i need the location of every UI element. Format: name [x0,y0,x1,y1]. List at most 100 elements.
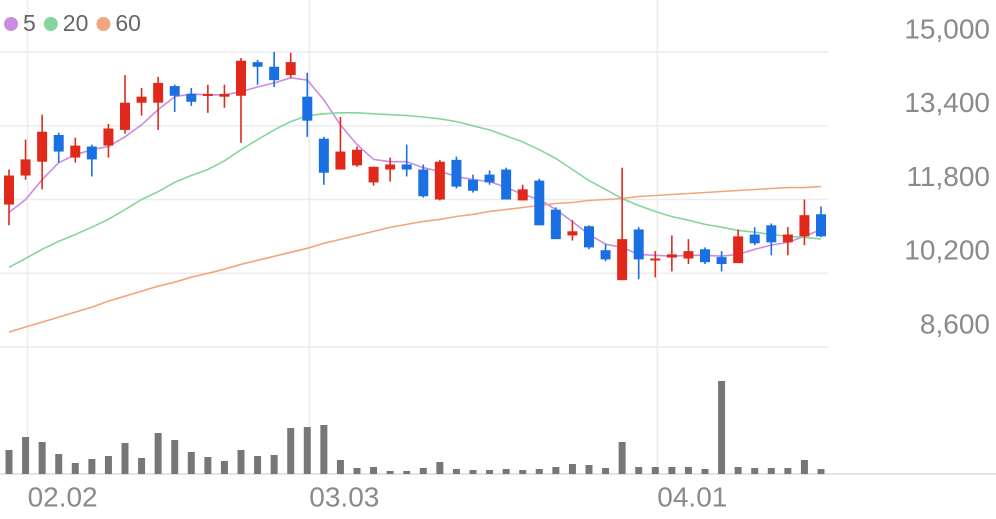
y-tick-label: 10,200 [904,235,990,266]
volume-bar [602,468,610,474]
candle-body [103,128,114,146]
x-tick-label: 02.02 [28,481,98,512]
volume-bar [55,454,63,474]
candle-body [617,239,628,281]
volume-bar [684,467,692,474]
volume-bar [204,457,212,474]
candle-body [666,254,677,258]
candle-body [86,146,97,160]
y-tick-label: 11,800 [906,161,990,192]
volume-bar [154,433,162,474]
volume-bar [287,428,295,474]
x-tick-label: 03.03 [309,481,379,512]
candle-body [749,234,760,244]
legend-marker [4,17,18,31]
candle-body [550,209,561,240]
volume-bar [270,455,278,474]
volume-bar [718,381,726,474]
volume-bar [767,468,775,474]
candle-body [766,225,777,243]
legend-marker [96,17,111,31]
volume-bar [386,471,394,474]
volume-bar [104,456,112,474]
candle-body [584,226,594,248]
volume-bar [22,437,30,474]
volume-bar [5,450,13,474]
volume-bar [88,459,96,474]
candle-body [352,149,362,166]
legend-label: 5 [23,10,36,36]
volume-bar [519,470,527,474]
candle-body [401,164,412,170]
volume-bar [486,470,494,474]
volume-bar [585,465,593,474]
candle-body [236,60,246,96]
candle-body [468,179,478,191]
candle-body [484,174,495,183]
candle-body [53,134,64,152]
volume-bar [336,460,344,474]
candle-body [683,251,694,259]
volume-bar [38,442,46,474]
x-tick-label: 04.01 [657,481,727,512]
candle-body [567,231,578,236]
candle-body [534,180,545,226]
candle-body [782,234,793,243]
candle-body [650,258,661,261]
volume-bar [237,450,245,474]
candle-body [269,66,280,81]
volume-bar [320,425,328,474]
volume-bar [171,440,179,474]
volume-bar [734,467,742,474]
volume-bar [817,469,825,474]
candle-body [600,250,611,260]
candle-body [733,236,744,264]
volume-bar [568,464,576,474]
candle-body [418,169,429,197]
volume-bar [138,458,146,474]
y-tick-label: 8,600 [920,308,990,339]
volume-bar [220,461,228,474]
candle-body [153,82,164,103]
ma-line [8,112,822,269]
volume-bar [751,468,759,474]
volume-bar [784,468,792,474]
y-tick-label: 15,000 [904,13,990,44]
candle-body [700,249,710,263]
candle-body [252,62,263,67]
volume-bar [800,460,808,474]
volume-bar [121,443,129,474]
candle-body [335,151,346,170]
candle-body [4,175,14,205]
candle-body [318,138,329,173]
volume-bar [403,471,411,474]
volume-bar [419,468,427,474]
candle-body [285,62,296,76]
candle-body [451,159,462,187]
volume-bar [452,469,460,474]
ma-line [8,76,822,258]
candle-body [799,215,810,237]
candle-body [816,214,826,237]
volume-bar [668,467,676,474]
volume-bar [71,463,79,474]
candle-body [20,159,31,176]
legend-marker [43,17,58,31]
volume-bar [701,469,709,474]
legend-label: 20 [63,10,89,36]
candle-body [434,161,445,200]
candle-body [70,145,81,158]
volume-bar [370,467,378,474]
candle-body [202,93,213,96]
candle-body [186,93,197,102]
candle-body [120,102,130,130]
volume-bar [436,462,444,474]
candle-body [136,96,147,103]
candle-body [633,229,644,260]
volume-bar [303,427,311,474]
candle-body [302,96,313,121]
candle-body [716,257,727,265]
y-tick-label: 13,400 [904,87,990,118]
candle-body [368,166,379,183]
